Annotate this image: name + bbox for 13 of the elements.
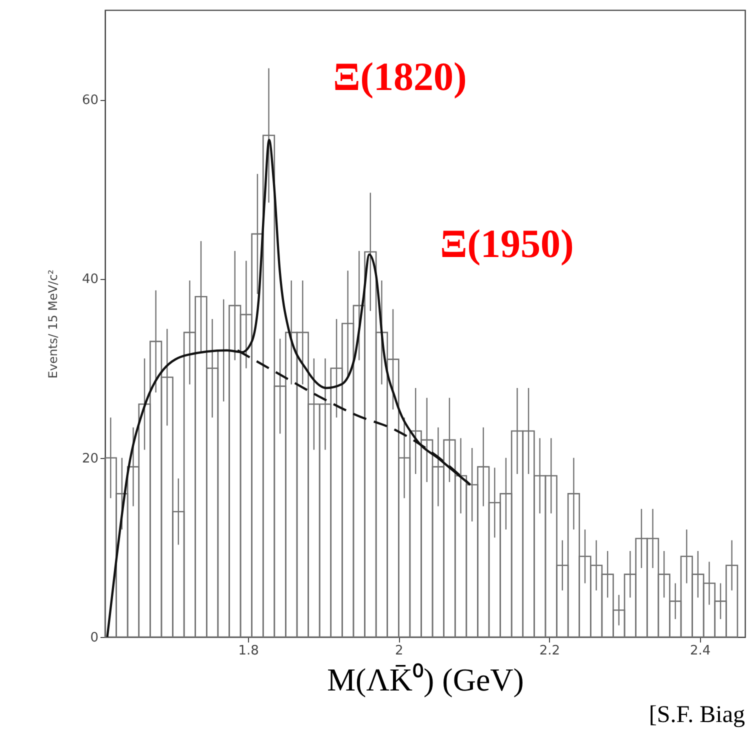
y-axis-title: Events/ 15 MeV/c² [46,269,60,378]
y-tick-label: 20 [82,451,98,466]
x-tick-label: 2.2 [539,644,560,658]
y-tick-label: 40 [82,272,98,288]
y-tick-label: 60 [82,93,98,108]
annotation: Ξ(1950) [440,221,574,266]
y-tick-label: 0 [90,630,98,646]
text: [S.F. Biag [648,702,745,728]
x-axis-title: M(ΛK̄⁰) (GeV) [327,662,524,698]
x-tick-label: 1.8 [238,644,259,658]
x-tick-label: 2 [395,644,404,658]
x-tick-label: 2.4 [690,644,711,658]
annotation: Ξ(1820) [333,54,467,99]
